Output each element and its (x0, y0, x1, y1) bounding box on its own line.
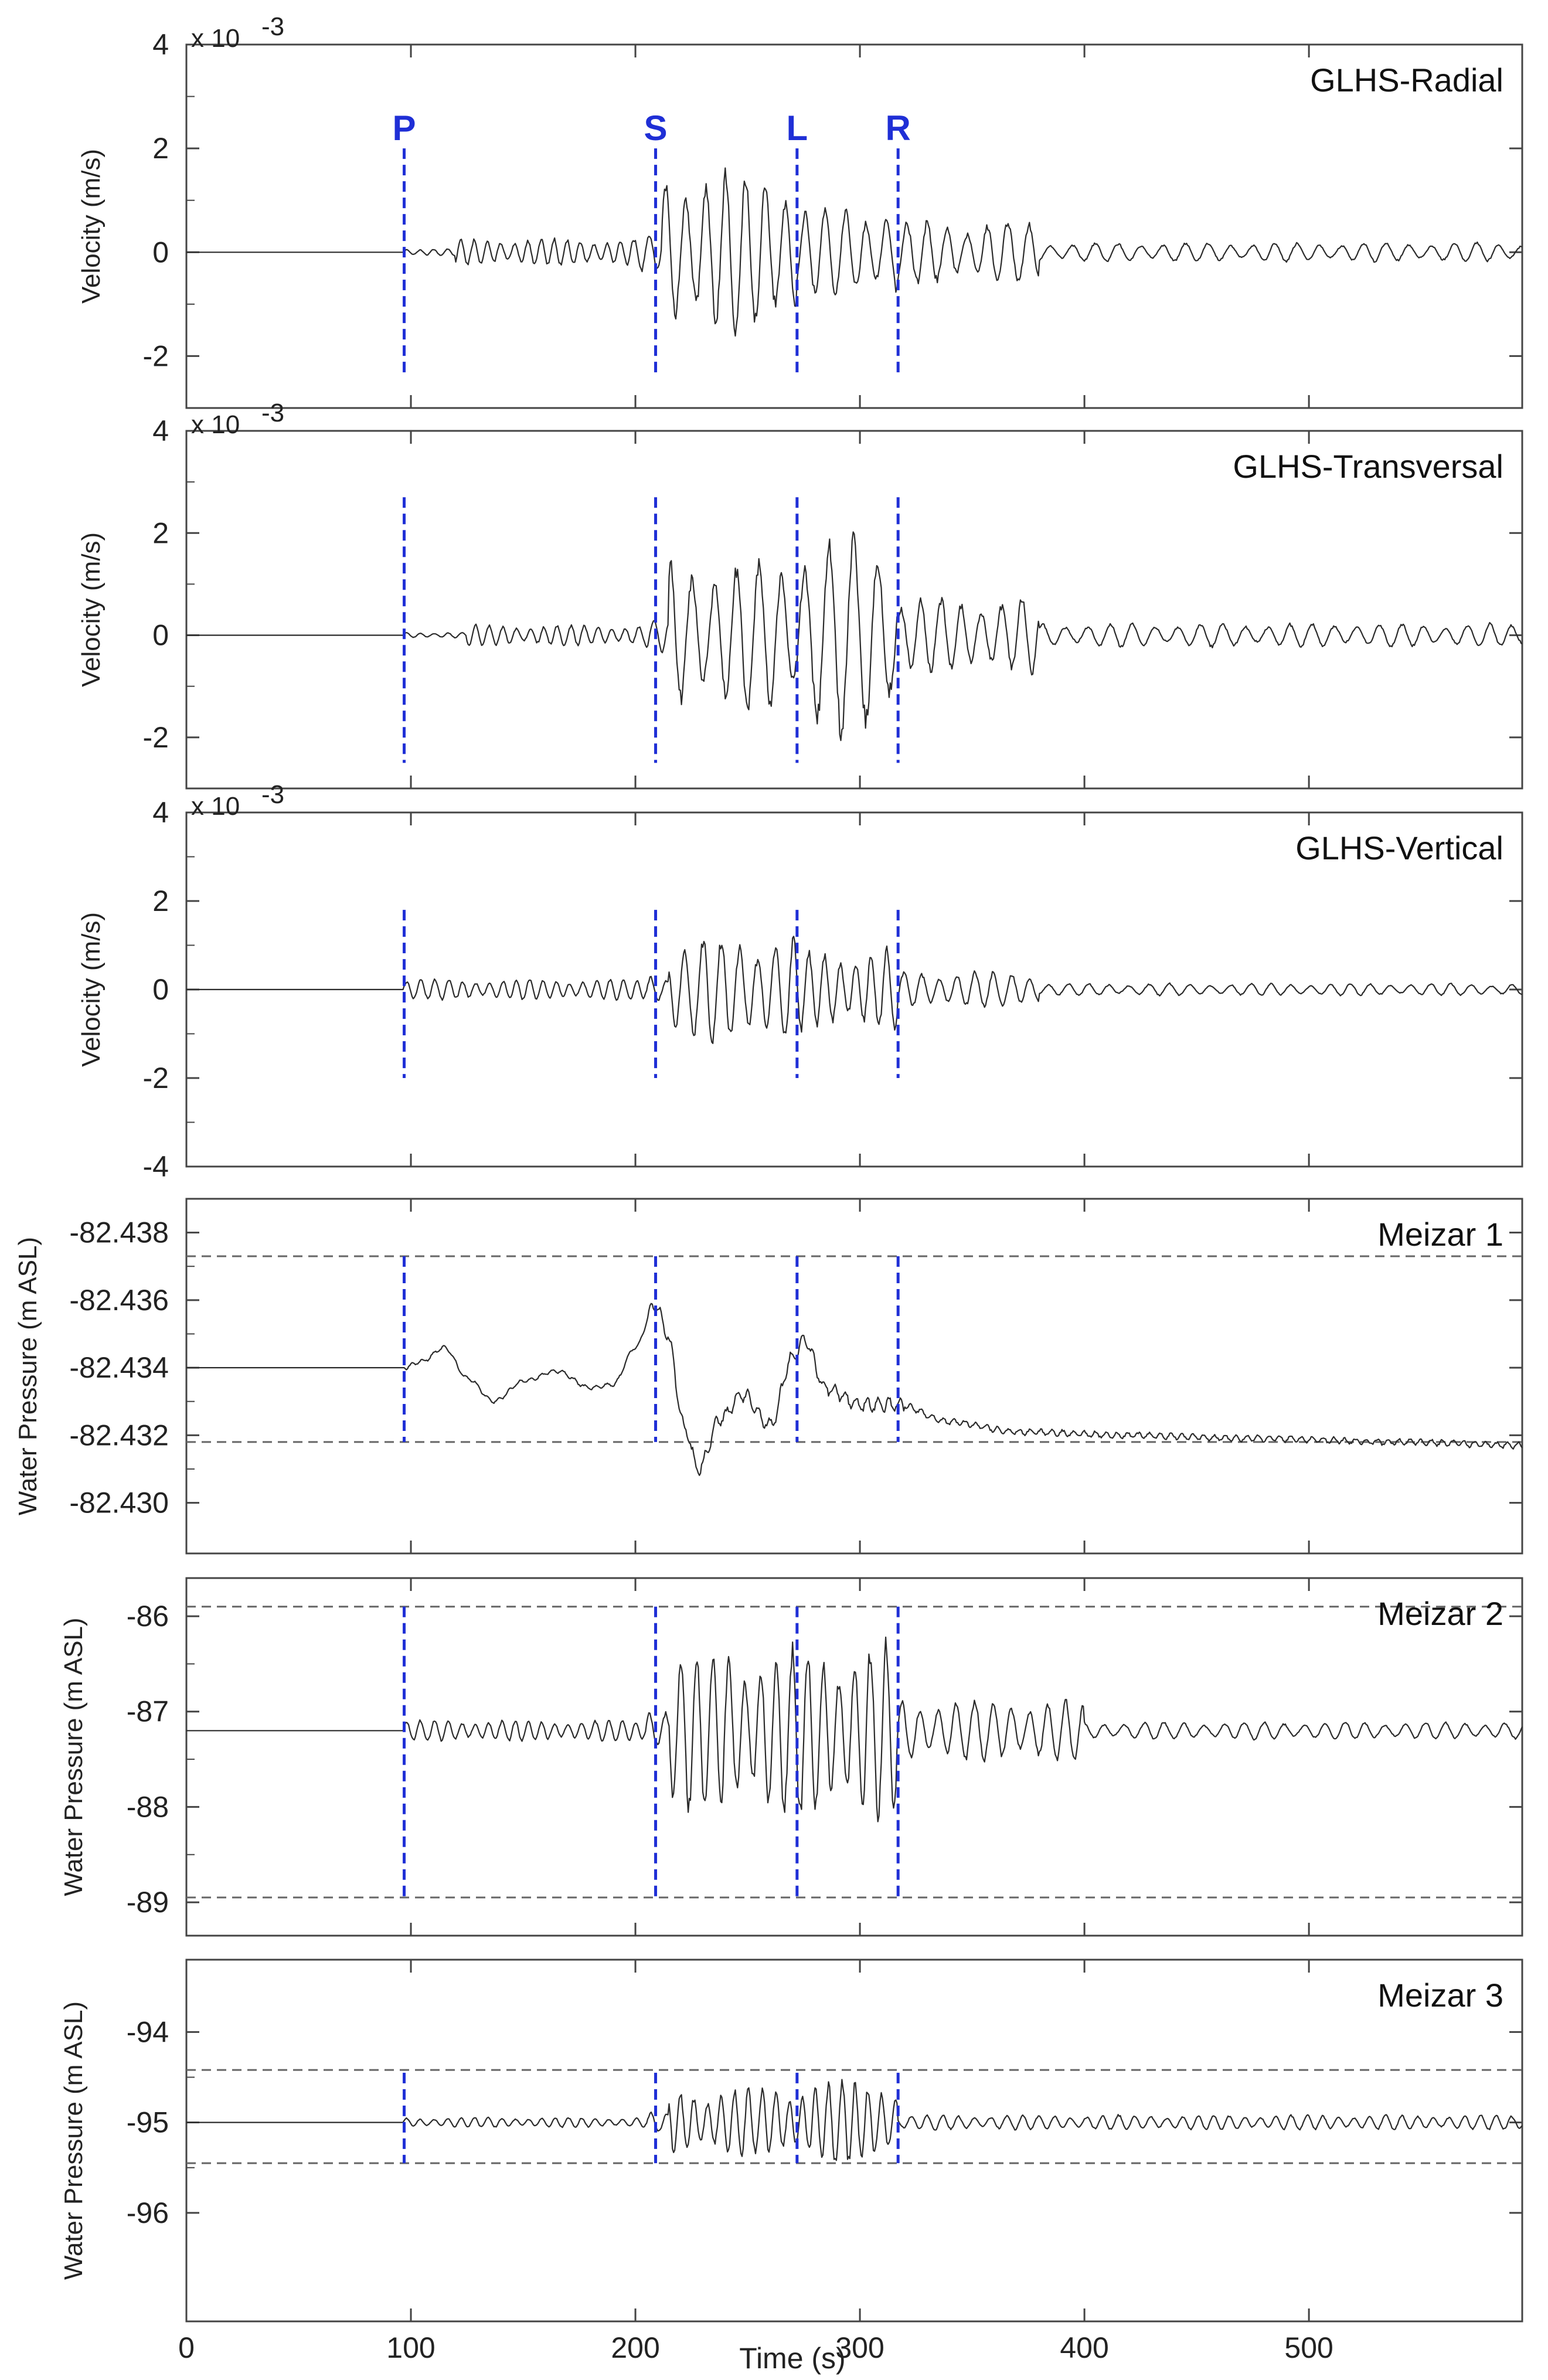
y-tick-label: 4 (152, 28, 169, 61)
y-tick-label: -82.430 (69, 1487, 169, 1519)
y-tick-label: 2 (152, 516, 169, 549)
series-trace (186, 167, 1523, 337)
y-tick-label: -96 (127, 2197, 169, 2229)
y-tick-label: 0 (152, 236, 169, 268)
x-tick-label: 400 (1060, 2331, 1108, 2364)
y-exponent-label: x 10 (191, 792, 240, 821)
y-tick-label: -2 (143, 1062, 169, 1094)
x-axis-label: Time (s) (739, 2342, 845, 2375)
x-tick-label: 100 (386, 2331, 435, 2364)
y-axis-label: Velocity (m/s) (77, 532, 106, 687)
panel-frame (185, 43, 1523, 409)
y-tick-label: -86 (127, 1600, 169, 1633)
y-tick-label: -82.438 (69, 1216, 169, 1249)
y-exponent-label: x 10 (191, 24, 240, 53)
y-tick-label: 2 (152, 132, 169, 165)
y-tick-label: 2 (152, 885, 169, 917)
x-tick-label: 0 (178, 2331, 195, 2364)
y-tick-label: -87 (127, 1695, 169, 1728)
phase-label-L: L (787, 108, 808, 148)
panel-6: -94 -95 -96 Water Pressure (m ASL) Meizar 3 0… (59, 1959, 1523, 2364)
y-tick-label: 0 (152, 973, 169, 1006)
x-tick-label: 300 (835, 2331, 884, 2364)
series-trace (186, 1303, 1523, 1476)
y-axis-label: Velocity (m/s) (77, 912, 106, 1067)
phase-label-P: P (393, 108, 416, 148)
panel-title: Meizar 3 (1377, 1977, 1503, 2014)
panel-title: GLHS-Radial (1310, 62, 1503, 98)
panel-frame (185, 1198, 1523, 1555)
y-tick-label: 0 (152, 619, 169, 652)
y-tick-label: -2 (143, 339, 169, 372)
y-axis-label: Water Pressure (m ASL) (13, 1237, 42, 1515)
panel-title: Meizar 1 (1377, 1216, 1503, 1253)
y-tick-label: 4 (152, 414, 169, 447)
y-tick-label: -2 (143, 721, 169, 754)
phase-label-S: S (644, 108, 668, 148)
y-axis-label: Water Pressure (m ASL) (59, 2001, 88, 2280)
y-exponent-power: -3 (261, 780, 284, 809)
y-tick-label: -82.432 (69, 1419, 169, 1451)
phase-label-R: R (886, 108, 911, 148)
panel-2: 4 2 0 -2 Velocity (m/s) x 10 -3 GLHS-Transversa… (77, 399, 1523, 790)
panel-4: -82.438 -82.436 -82.434 -82.432 -82.430 Water… (13, 1198, 1523, 1555)
y-tick-label: -95 (127, 2106, 169, 2139)
series-trace (186, 531, 1523, 742)
y-tick-label: 4 (152, 796, 169, 829)
panel-title: GLHS-Transversal (1233, 448, 1503, 485)
panel-5: -86 -87 -88 -89 Water Pressure (m ASL) Meizar… (59, 1577, 1523, 1937)
y-tick-label: -88 (127, 1790, 169, 1823)
panel-frame (185, 1577, 1523, 1937)
y-tick-label: -94 (127, 2015, 169, 2048)
y-tick-label: -89 (127, 1886, 169, 1919)
y-axis-label: Water Pressure (m ASL) (59, 1617, 88, 1896)
y-tick-label: -4 (143, 1150, 169, 1183)
series-trace (186, 936, 1523, 1044)
y-tick-label: -82.434 (69, 1351, 169, 1384)
panel-1: 4 2 0 -2 Velocity (m/s) x 10 -3 P S L R GLHS-Radial (77, 12, 1523, 409)
series-trace (186, 1636, 1523, 1823)
y-tick-label: -82.436 (69, 1284, 169, 1317)
y-exponent-label: x 10 (191, 410, 240, 439)
panel-title: GLHS-Vertical (1295, 829, 1503, 866)
x-tick-label: 500 (1284, 2331, 1333, 2364)
panel-title: Meizar 2 (1377, 1595, 1503, 1632)
y-exponent-power: -3 (261, 12, 284, 41)
y-axis-label: Velocity (m/s) (77, 149, 106, 304)
panel-frame (185, 430, 1523, 790)
panel-frame (185, 1959, 1523, 2323)
series-trace (186, 2079, 1523, 2161)
panel-3: 4 2 0 -2 -4 Velocity (m/s) x 10 -3 GLHS-Vertical (77, 780, 1523, 1183)
y-exponent-power: -3 (261, 399, 284, 427)
x-tick-label: 200 (611, 2331, 659, 2364)
